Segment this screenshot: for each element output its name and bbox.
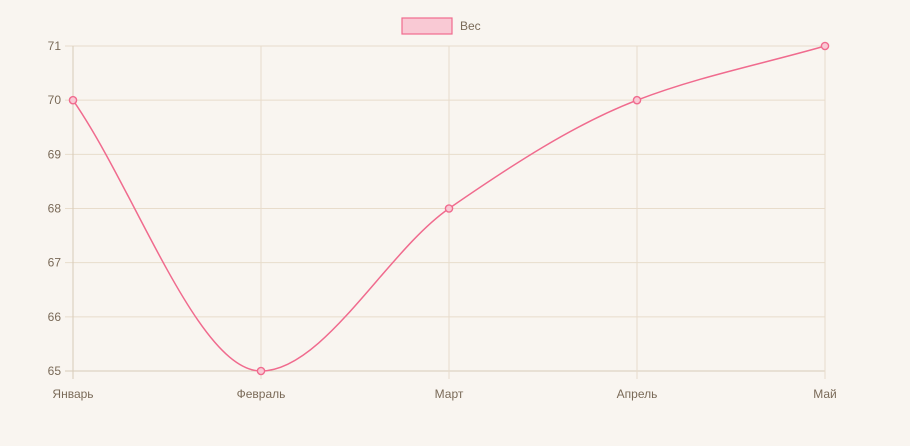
x-tick-label: Март	[435, 387, 464, 401]
y-tick-label: 70	[48, 93, 62, 107]
data-point[interactable]	[256, 366, 266, 376]
x-tick-label: Февраль	[237, 387, 286, 401]
legend[interactable]: Вес	[401, 17, 481, 35]
y-tick-label: 68	[48, 202, 62, 216]
y-tick-label: 69	[48, 147, 62, 161]
y-tick-label: 65	[48, 364, 62, 378]
series-line-ves	[72, 45, 826, 372]
data-point[interactable]	[68, 95, 78, 105]
y-tick-label: 71	[48, 39, 62, 53]
legend-swatch[interactable]	[401, 17, 453, 35]
series-layer	[68, 41, 830, 376]
grid-layer	[65, 45, 826, 379]
y-tick-label: 67	[48, 256, 62, 270]
legend-label[interactable]: Вес	[460, 19, 481, 33]
axis-layer: 65 66 67 68 69 70 71 Январь Февраль Март Апрель Май	[48, 39, 837, 401]
y-tick-label: 66	[48, 310, 62, 324]
x-tick-label: Май	[813, 387, 837, 401]
data-point[interactable]	[820, 41, 830, 51]
x-tick-label: Апрель	[617, 387, 658, 401]
x-tick-label: Январь	[52, 387, 93, 401]
data-point[interactable]	[444, 204, 454, 213]
data-point[interactable]	[632, 95, 642, 105]
